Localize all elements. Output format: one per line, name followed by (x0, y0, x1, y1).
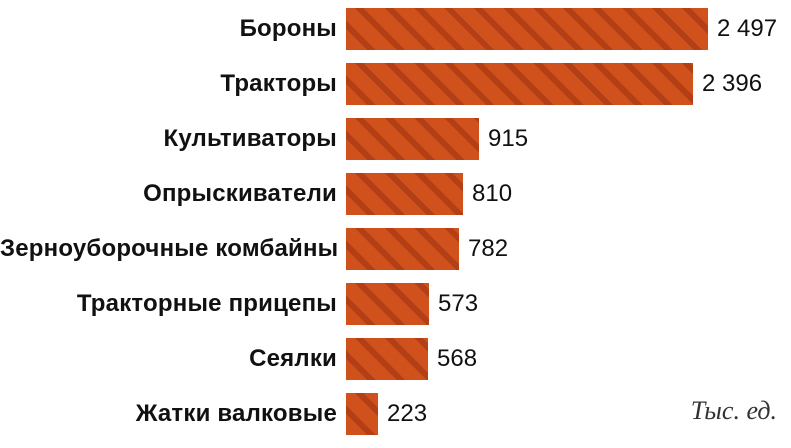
chart-row: Жатки валковые 223 (0, 393, 791, 435)
bar-value-label: 223 (387, 400, 428, 427)
bar-category-label: Жатки валковые (135, 400, 337, 427)
unit-note-label: Тыс. ед. (690, 396, 777, 425)
bar (346, 8, 708, 50)
chart-rows: Бороны 2 497 Тракторы 2 396 Культиваторы 915 О… (0, 8, 791, 448)
bar-value-label: 568 (437, 345, 478, 372)
bar-value-label: 915 (488, 125, 529, 152)
chart-row: Тракторные прицепы 573 (0, 283, 791, 325)
bar (346, 283, 429, 325)
bar (346, 173, 463, 215)
bar (346, 118, 479, 160)
bar (346, 63, 693, 105)
bar-category-label: Опрыскиватели (143, 180, 337, 207)
chart-row: Сеялки 568 (0, 338, 791, 380)
chart-row: Тракторы 2 396 (0, 63, 791, 105)
bar-category-label: Зерноуборочные комбайны (0, 235, 339, 262)
bar-category-label: Сеялки (249, 345, 337, 372)
bar-value-label: 573 (438, 290, 479, 317)
chart-row: Культиваторы 915 (0, 118, 791, 160)
bar-value-label: 2 396 (702, 70, 763, 97)
bar-value-label: 2 497 (717, 15, 778, 42)
bar-value-label: 810 (472, 180, 513, 207)
chart-row: Бороны 2 497 (0, 8, 791, 50)
bar-category-label: Тракторы (220, 70, 337, 97)
bar (346, 338, 428, 380)
bar-category-label: Тракторные прицепы (76, 290, 337, 317)
bar-category-label: Бороны (239, 15, 337, 42)
bar-category-label: Культиваторы (163, 125, 337, 152)
bar-value-label: 782 (468, 235, 509, 262)
chart-row: Зерноуборочные комбайны 782 (0, 228, 791, 270)
bar (346, 393, 378, 435)
chart-row: Опрыскиватели 810 (0, 173, 791, 215)
bar (346, 228, 459, 270)
